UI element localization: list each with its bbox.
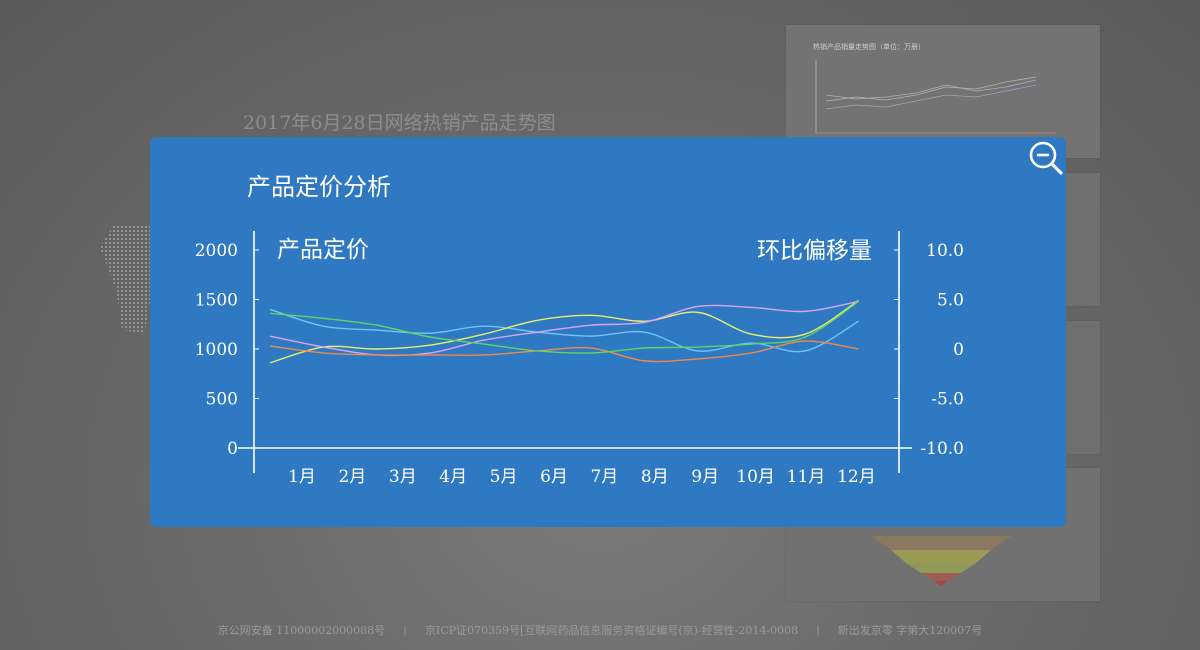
series-line-1	[269, 308, 859, 353]
price-analysis-modal[interactable]: 产品定价分析 产品定价 环比偏移量 0 500 1000 1500 2000 -10.0…	[150, 137, 1066, 527]
footer-item[interactable]: 京ICP证070359号[互联网药品信息服务资格证编号(京)-经营性-2014-…	[424, 624, 799, 637]
footer-separator: |	[816, 624, 820, 637]
left-tick-label: 1500	[195, 291, 238, 311]
right-tick-label: 10.0	[926, 241, 964, 261]
right-tick-label: -5.0	[931, 390, 964, 410]
chart-axes	[238, 231, 912, 473]
x-tick-label: 12月	[837, 467, 876, 487]
background-mini-chart: 热销产品销量走势图（单位：万册）	[813, 42, 1056, 134]
price-chart: 产品定价 环比偏移量 0 500 1000 1500 2000 -10.0 -5.0 0 5.…	[195, 231, 964, 487]
footer-item[interactable]: 新出发京零 字第大120007号	[837, 624, 983, 637]
left-tick-label: 500	[206, 390, 238, 410]
right-axis-title: 环比偏移量	[757, 238, 872, 264]
right-tick-label: -10.0	[920, 439, 964, 459]
x-tick-label: 4月	[439, 467, 467, 487]
left-tick-label: 2000	[195, 241, 238, 261]
x-tick-label: 10月	[736, 467, 775, 487]
series-line-4	[269, 340, 859, 363]
site-footer: 京公网安备 11000002000088号 | 京ICP证070359号[互联网药品…	[0, 622, 1200, 638]
zoom-out-button[interactable]	[1028, 140, 1064, 176]
left-tick-labels: 0 500 1000 1500 2000	[195, 241, 259, 459]
right-tick-label: 0	[953, 340, 964, 360]
right-tick-labels: -10.0 -5.0 0 5.0 10.0	[894, 241, 964, 459]
background-mini-chart-title: 热销产品销量走势图（单位：万册）	[813, 42, 925, 51]
x-tick-label: 9月	[691, 467, 719, 487]
series-line-2	[269, 299, 859, 364]
background-mini-chart-panel[interactable]: 热销产品销量走势图（单位：万册）	[786, 25, 1100, 158]
left-tick-label: 0	[227, 439, 238, 459]
x-tick-label: 2月	[338, 467, 366, 487]
right-tick-label: 5.0	[937, 291, 964, 311]
background-map-dots	[100, 225, 155, 335]
modal-title: 产品定价分析	[247, 173, 391, 201]
x-tick-labels: 1月 2月 3月 4月 5月 6月 7月 8月 9月 10月 11月 12月	[288, 467, 876, 487]
x-tick-label: 11月	[787, 467, 826, 487]
left-axis-title: 产品定价	[277, 237, 369, 263]
x-tick-label: 6月	[540, 467, 568, 487]
zoom-out-icon	[1029, 141, 1063, 175]
footer-item[interactable]: 京公网安备 11000002000088号	[217, 624, 386, 637]
x-tick-label: 5月	[490, 467, 518, 487]
x-tick-label: 8月	[641, 467, 669, 487]
background-page-title: 2017年6月28日网络热销产品走势图	[243, 112, 556, 134]
x-tick-label: 7月	[590, 467, 618, 487]
series-line-5	[269, 300, 859, 354]
x-tick-label: 3月	[389, 467, 417, 487]
series-lines	[269, 299, 859, 364]
left-tick-label: 1000	[195, 340, 238, 360]
footer-separator: |	[403, 624, 407, 637]
background-funnel-chart	[871, 536, 1011, 586]
x-tick-label: 1月	[288, 467, 316, 487]
